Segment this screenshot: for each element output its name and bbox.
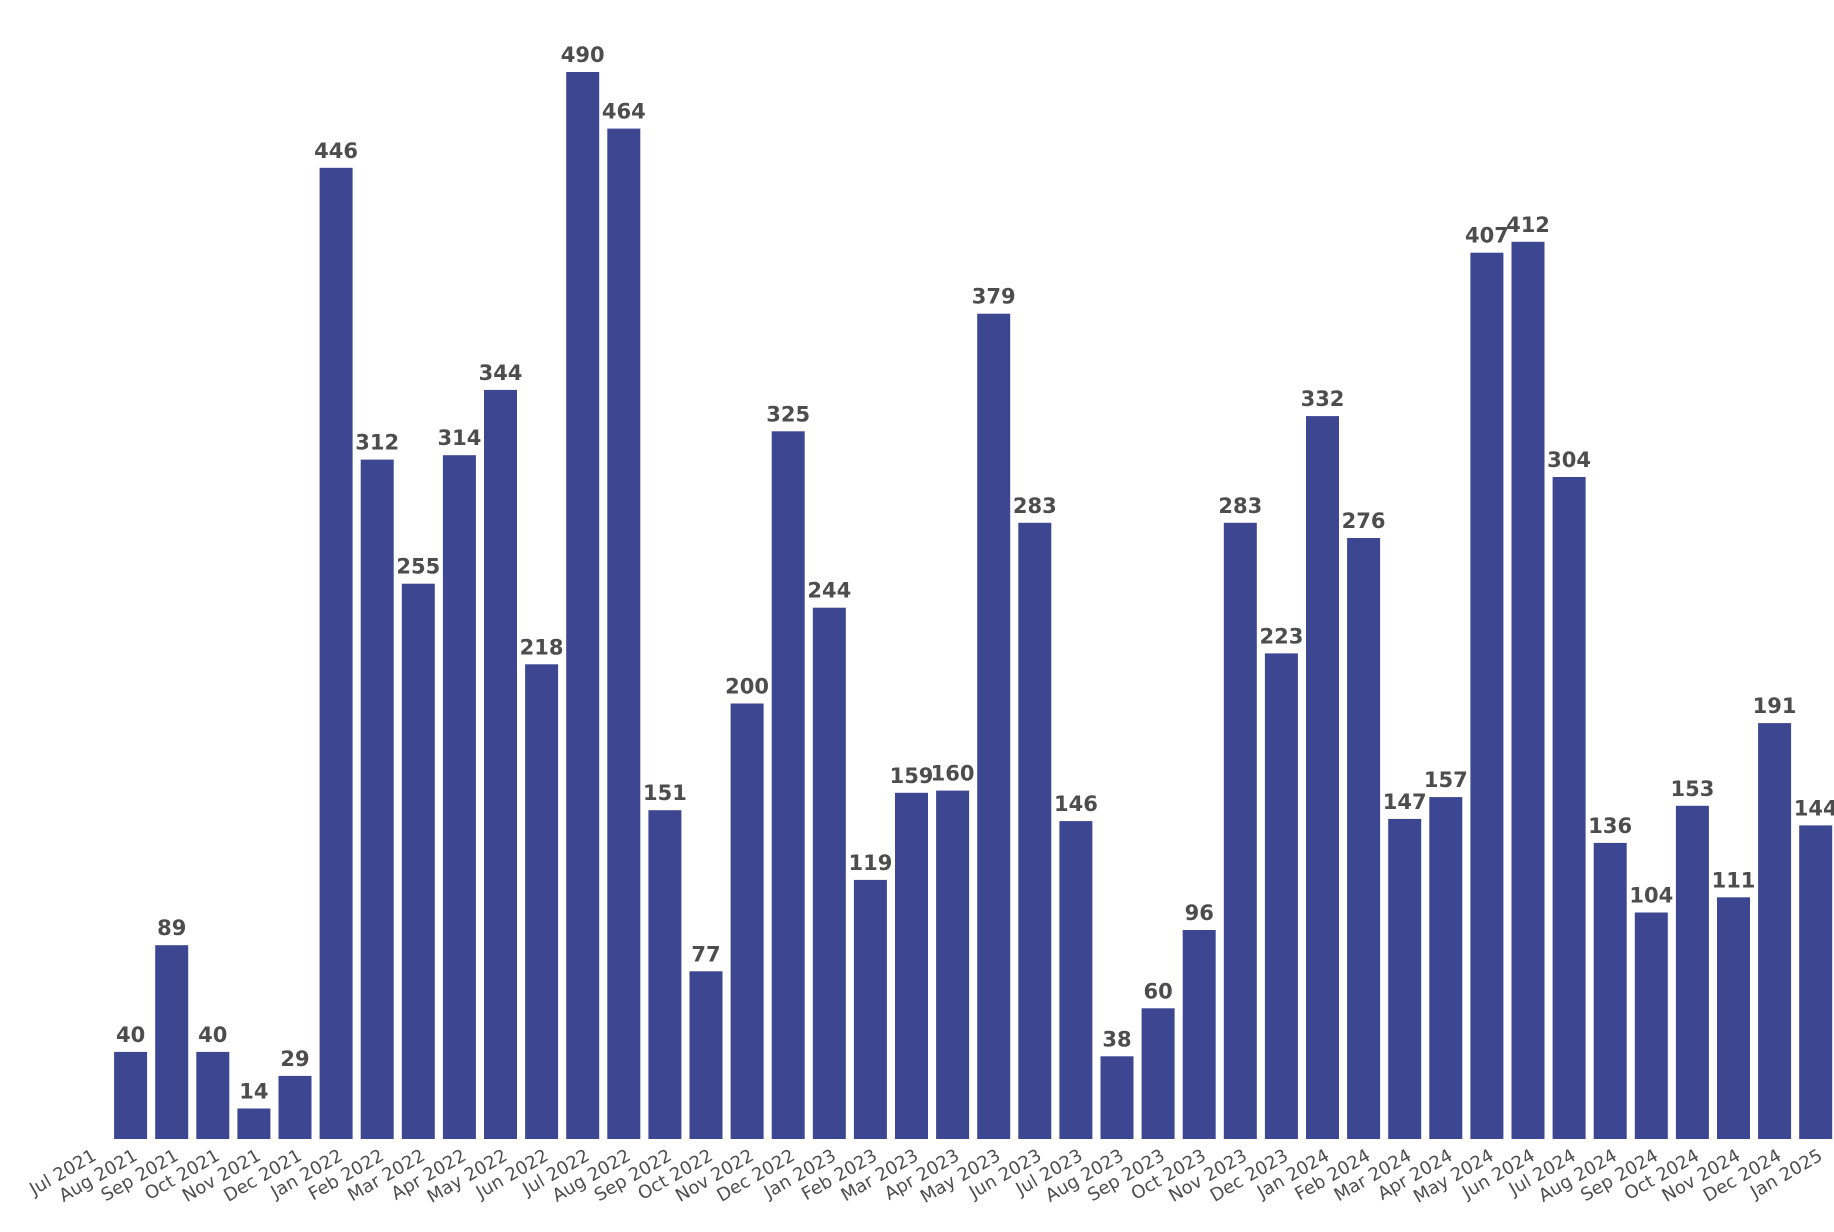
bar-value-label: 119 bbox=[848, 851, 892, 875]
bar-value-label: 412 bbox=[1506, 213, 1550, 237]
bar bbox=[1717, 897, 1750, 1139]
bar bbox=[1511, 241, 1545, 1140]
bar bbox=[1593, 842, 1627, 1139]
bar bbox=[1388, 818, 1422, 1139]
bar bbox=[196, 1051, 230, 1139]
bar-value-label: 332 bbox=[1301, 387, 1345, 411]
bar bbox=[771, 431, 805, 1139]
bar bbox=[689, 971, 723, 1139]
bar bbox=[977, 313, 1011, 1139]
bar-value-label: 111 bbox=[1712, 868, 1756, 892]
bar-value-label: 276 bbox=[1342, 509, 1386, 533]
bar-value-label: 38 bbox=[1102, 1027, 1131, 1051]
bar-value-label: 159 bbox=[890, 764, 934, 788]
bar-value-label: 312 bbox=[355, 431, 399, 455]
bar bbox=[1470, 252, 1504, 1139]
bar-value-label: 60 bbox=[1143, 979, 1172, 1003]
bar bbox=[1758, 723, 1792, 1139]
bar-value-label: 160 bbox=[931, 762, 975, 786]
bar bbox=[525, 664, 559, 1139]
bar-value-label: 146 bbox=[1054, 792, 1098, 816]
bar-value-label: 464 bbox=[602, 100, 646, 124]
bar bbox=[1100, 1056, 1134, 1139]
bar bbox=[278, 1075, 312, 1139]
bar bbox=[155, 945, 189, 1139]
bar-value-label: 200 bbox=[725, 675, 769, 699]
bar-value-label: 144 bbox=[1794, 796, 1834, 820]
bar-value-label: 147 bbox=[1383, 790, 1427, 814]
value-labels-group: 40 89 40 14 29 446 312 255 314 344 218 490 464 151 77 2… bbox=[116, 43, 1834, 1104]
bar bbox=[360, 459, 394, 1140]
bar-value-label: 218 bbox=[520, 635, 564, 659]
bar-value-label: 153 bbox=[1670, 777, 1714, 801]
bar-value-label: 446 bbox=[314, 139, 358, 163]
bar bbox=[566, 72, 600, 1139]
bar-value-label: 40 bbox=[198, 1023, 227, 1047]
bar bbox=[1552, 477, 1586, 1139]
bar bbox=[895, 792, 928, 1139]
bars-group bbox=[114, 72, 1833, 1140]
bar-value-label: 379 bbox=[972, 285, 1016, 309]
bar bbox=[1264, 653, 1298, 1139]
bar bbox=[1347, 538, 1381, 1139]
bar-value-label: 191 bbox=[1753, 694, 1797, 718]
bar bbox=[114, 1051, 148, 1139]
bar-value-label: 136 bbox=[1588, 814, 1632, 838]
bar-value-label: 223 bbox=[1259, 624, 1303, 648]
bar bbox=[1182, 930, 1216, 1139]
bar bbox=[319, 167, 353, 1140]
bar-value-label: 151 bbox=[643, 781, 687, 805]
bar-value-label: 325 bbox=[766, 402, 810, 426]
bar bbox=[1675, 805, 1709, 1139]
bar-value-label: 283 bbox=[1013, 494, 1057, 518]
bar-value-label: 255 bbox=[396, 555, 440, 579]
bar-value-label: 244 bbox=[807, 579, 851, 603]
bar bbox=[1634, 912, 1668, 1139]
bar bbox=[1018, 522, 1052, 1139]
bar bbox=[401, 583, 435, 1139]
bar-value-label: 14 bbox=[239, 1080, 268, 1104]
bar-value-label: 283 bbox=[1218, 494, 1262, 518]
bar bbox=[812, 607, 846, 1139]
bar-value-label: 314 bbox=[437, 426, 481, 450]
bar bbox=[1306, 416, 1339, 1140]
bar bbox=[1141, 1008, 1175, 1139]
bar bbox=[730, 703, 764, 1139]
bar-value-label: 304 bbox=[1547, 448, 1591, 472]
bar-value-label: 490 bbox=[561, 43, 605, 67]
bar bbox=[1059, 821, 1093, 1139]
bar bbox=[853, 879, 887, 1139]
bar-value-label: 104 bbox=[1629, 884, 1673, 908]
bar bbox=[936, 790, 970, 1139]
bar bbox=[1799, 825, 1833, 1139]
bar-value-label: 344 bbox=[479, 361, 523, 385]
bar-value-label: 29 bbox=[280, 1047, 309, 1071]
bar-value-label: 96 bbox=[1185, 901, 1214, 925]
bar-value-label: 40 bbox=[116, 1023, 145, 1047]
bar bbox=[442, 455, 476, 1139]
bar bbox=[484, 389, 517, 1139]
bar-value-label: 157 bbox=[1424, 768, 1468, 792]
bar bbox=[648, 810, 682, 1139]
bar bbox=[1223, 522, 1257, 1139]
bar bbox=[1429, 797, 1463, 1139]
bar-value-label: 407 bbox=[1465, 224, 1509, 248]
bar-value-label: 77 bbox=[691, 942, 720, 966]
bar bbox=[607, 128, 641, 1140]
bar-value-label: 89 bbox=[157, 916, 186, 940]
bar bbox=[237, 1108, 271, 1139]
